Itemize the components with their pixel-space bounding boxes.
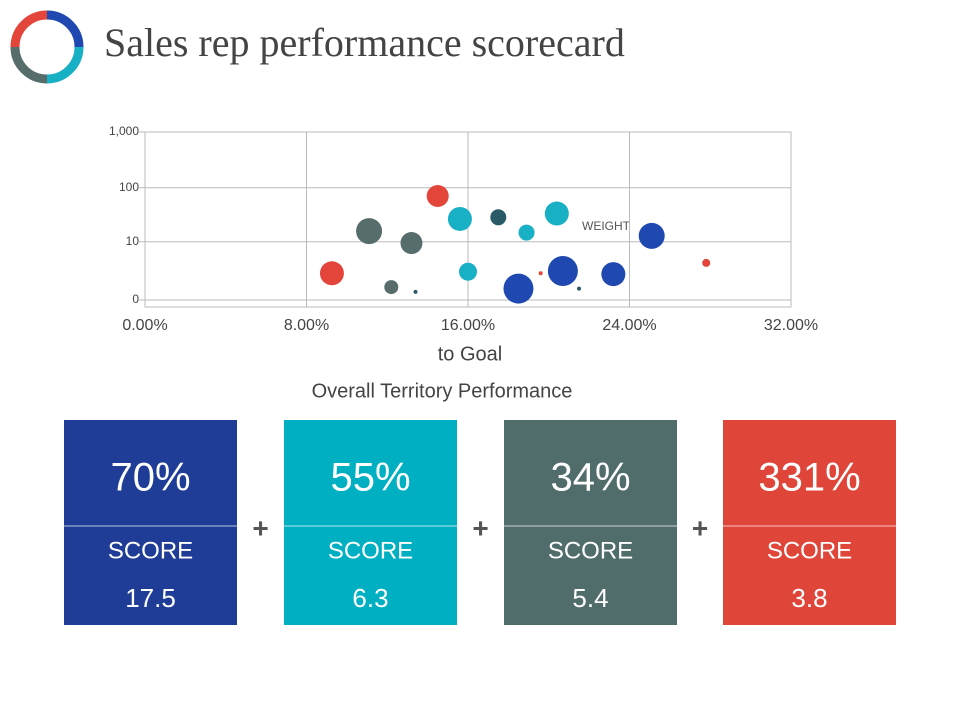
card-label: SCORE	[767, 537, 852, 564]
card-score: 3.8	[791, 583, 827, 613]
bubble	[447, 206, 472, 231]
card-score: 5.4	[572, 583, 608, 613]
bubble	[577, 286, 582, 291]
title: Sales rep performance scorecard	[104, 20, 625, 65]
x-tick-label: 8.00%	[284, 317, 329, 334]
card-percent: 55%	[330, 456, 410, 500]
bubble	[356, 218, 383, 245]
y-tick-label: 100	[119, 180, 139, 194]
score-card	[64, 420, 237, 625]
x-tick-label: 32.00%	[764, 317, 818, 334]
x-tick-label: 0.00%	[122, 317, 167, 334]
score-card	[504, 420, 677, 625]
card-percent: 34%	[550, 456, 630, 500]
bubble	[518, 224, 535, 241]
bubble	[384, 280, 399, 295]
y-tick-label: 10	[126, 234, 140, 248]
plus-sign: +	[252, 512, 268, 543]
bubble	[413, 289, 418, 294]
bubble	[544, 201, 569, 226]
x-axis-label: to Goal	[438, 343, 502, 365]
card-score: 17.5	[125, 583, 176, 613]
bubble	[503, 273, 534, 304]
plus-sign: +	[472, 512, 488, 543]
score-card	[723, 420, 896, 625]
bubble	[601, 262, 626, 287]
y-tick-label: 0	[132, 292, 139, 306]
section-title: Overall Territory Performance	[312, 380, 573, 402]
bubble	[426, 185, 449, 208]
x-tick-label: 24.00%	[602, 317, 656, 334]
card-percent: 70%	[110, 456, 190, 500]
bubble	[638, 222, 665, 249]
x-tick-label: 16.00%	[441, 317, 495, 334]
plus-sign: +	[692, 512, 708, 543]
bubble	[538, 271, 543, 276]
annotation: WEIGHT	[582, 219, 631, 233]
logo	[10, 10, 84, 84]
card-score: 6.3	[352, 583, 388, 613]
bubble	[459, 262, 477, 281]
card-label: SCORE	[108, 537, 193, 564]
bubble	[702, 258, 711, 267]
card-label: SCORE	[548, 537, 633, 564]
score-card	[284, 420, 457, 625]
bubble	[490, 209, 507, 226]
bubble	[547, 255, 578, 286]
bubble	[319, 261, 344, 286]
card-label: SCORE	[328, 537, 413, 564]
card-percent: 331%	[758, 456, 860, 500]
y-tick-label: 1,000	[109, 124, 139, 138]
bubble	[400, 232, 423, 255]
